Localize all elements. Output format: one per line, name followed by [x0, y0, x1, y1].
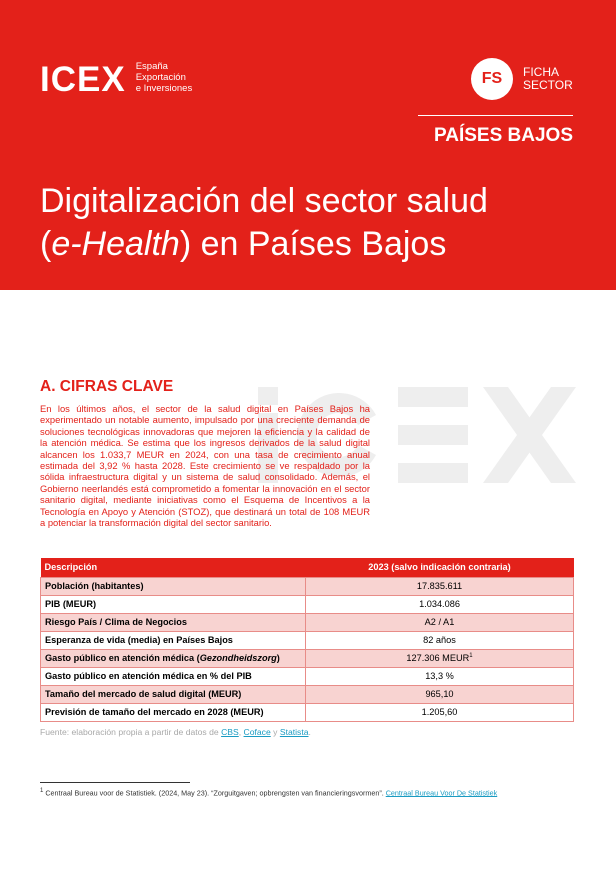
separator: y — [270, 727, 280, 737]
footnote-link[interactable]: Centraal Bureau Voor De Statistiek — [385, 788, 498, 798]
source-note: Fuente: elaboración propia a partir de d… — [40, 727, 311, 738]
link-coface[interactable]: Coface — [243, 727, 271, 737]
ficha-sector-badge: FS FICHA SECTOR — [471, 58, 573, 100]
watermark-i-stem — [258, 413, 278, 483]
logo-sub-line: e Inversiones — [135, 83, 193, 94]
logo-sub-line: España — [135, 61, 168, 72]
page-title: Digitalización del sector salud (e-Healt… — [40, 180, 488, 266]
badge-label-line: FICHA — [523, 65, 559, 79]
footnote-ref[interactable]: 1 — [469, 653, 473, 660]
footnote-text: Centraal Bureau voor de Statistiek. (202… — [43, 788, 386, 798]
table-row: Esperanza de vida (media) en Países Bajo… — [40, 630, 574, 650]
table-row: PIB (MEUR) 1.034.086 — [40, 594, 574, 614]
watermark-e-mid — [398, 425, 468, 445]
link-cbs[interactable]: CBS — [221, 727, 239, 737]
watermark-c — [297, 393, 376, 477]
label-text: Gasto público en atención médica ( — [45, 652, 200, 663]
watermark-x-stroke — [483, 387, 576, 483]
title-rest: ) en Países Bajos — [179, 225, 447, 263]
label-italic: Gezondheidszorg — [199, 652, 277, 663]
country-label: PAÍSES BAJOS — [433, 125, 573, 146]
table-row: Previsión de tamaño del mercado en 2028 … — [40, 702, 574, 722]
icex-logo: ICEX España Exportación e Inversiones — [40, 60, 193, 99]
separator: . — [308, 727, 311, 737]
logo-subtitle: España Exportación e Inversiones — [136, 61, 193, 94]
table-header: Descripción 2023 (salvo indicación contr… — [40, 558, 574, 577]
footnote: 1 Centraal Bureau voor de Statistiek. (2… — [40, 787, 580, 797]
header-divider — [418, 115, 573, 116]
row-value: A2 / A1 — [305, 612, 574, 632]
row-label: Gasto público en atención médica en % de… — [40, 666, 306, 686]
row-label: Previsión de tamaño del mercado en 2028 … — [40, 702, 306, 722]
table-row: Riesgo País / Clima de Negocios A2 / A1 — [40, 612, 574, 632]
column-header: 2023 (salvo indicación contraria) — [305, 558, 574, 577]
table-row: Gasto público en atención médica en % de… — [40, 666, 574, 686]
fs-circle-icon: FS — [471, 58, 513, 100]
icex-watermark — [258, 387, 576, 483]
row-label: Riesgo País / Clima de Negocios — [40, 612, 306, 632]
separator: , — [238, 727, 244, 737]
footnote-number: 1 — [40, 788, 44, 794]
row-value: 17.835.611 — [305, 576, 574, 596]
key-figures-table: Descripción 2023 (salvo indicación contr… — [40, 558, 574, 722]
label-end: ) — [276, 652, 280, 663]
title-line: Digitalización del sector salud — [40, 182, 488, 220]
badge-label-line: SECTOR — [523, 78, 573, 92]
row-value: 127.306 MEUR1 — [305, 648, 574, 668]
row-label: PIB (MEUR) — [40, 594, 306, 614]
row-label: Población (habitantes) — [40, 576, 306, 596]
row-value: 1.205,60 — [305, 702, 574, 722]
value-text: 127.306 MEUR — [406, 653, 470, 664]
section-heading: A. CIFRAS CLAVE — [40, 378, 174, 395]
badge-label: FICHA SECTOR — [523, 66, 573, 92]
logo-mark: ICEX — [40, 60, 126, 99]
footnote-divider — [40, 782, 190, 783]
header-banner: ICEX España Exportación e Inversiones FS… — [0, 0, 616, 290]
watermark-e-top — [398, 387, 468, 407]
row-label: Gasto público en atención médica (Gezond… — [40, 648, 306, 668]
row-label: Esperanza de vida (media) en Países Bajo… — [40, 630, 306, 650]
table-row: Gasto público en atención médica (Gezond… — [40, 648, 574, 668]
title-paren: ( — [40, 225, 52, 263]
row-label: Tamaño del mercado de salud digital (MEU… — [40, 684, 306, 704]
row-value: 965,10 — [305, 684, 574, 704]
intro-paragraph: En los últimos años, el sector de la sal… — [40, 403, 370, 529]
source-text: Fuente: elaboración propia a partir de d… — [40, 727, 222, 737]
row-value: 1.034.086 — [305, 594, 574, 614]
row-value: 82 años — [305, 630, 574, 650]
title-italic: e-Health — [51, 225, 180, 263]
table-row: Población (habitantes) 17.835.611 — [40, 576, 574, 596]
watermark-i-dot — [258, 387, 278, 405]
logo-sub-line: Exportación — [135, 72, 186, 83]
link-statista[interactable]: Statista — [279, 727, 309, 737]
column-header: Descripción — [40, 558, 306, 577]
row-value: 13,3 % — [305, 666, 574, 686]
table-row: Tamaño del mercado de salud digital (MEU… — [40, 684, 574, 704]
watermark-e-bottom — [398, 463, 468, 483]
